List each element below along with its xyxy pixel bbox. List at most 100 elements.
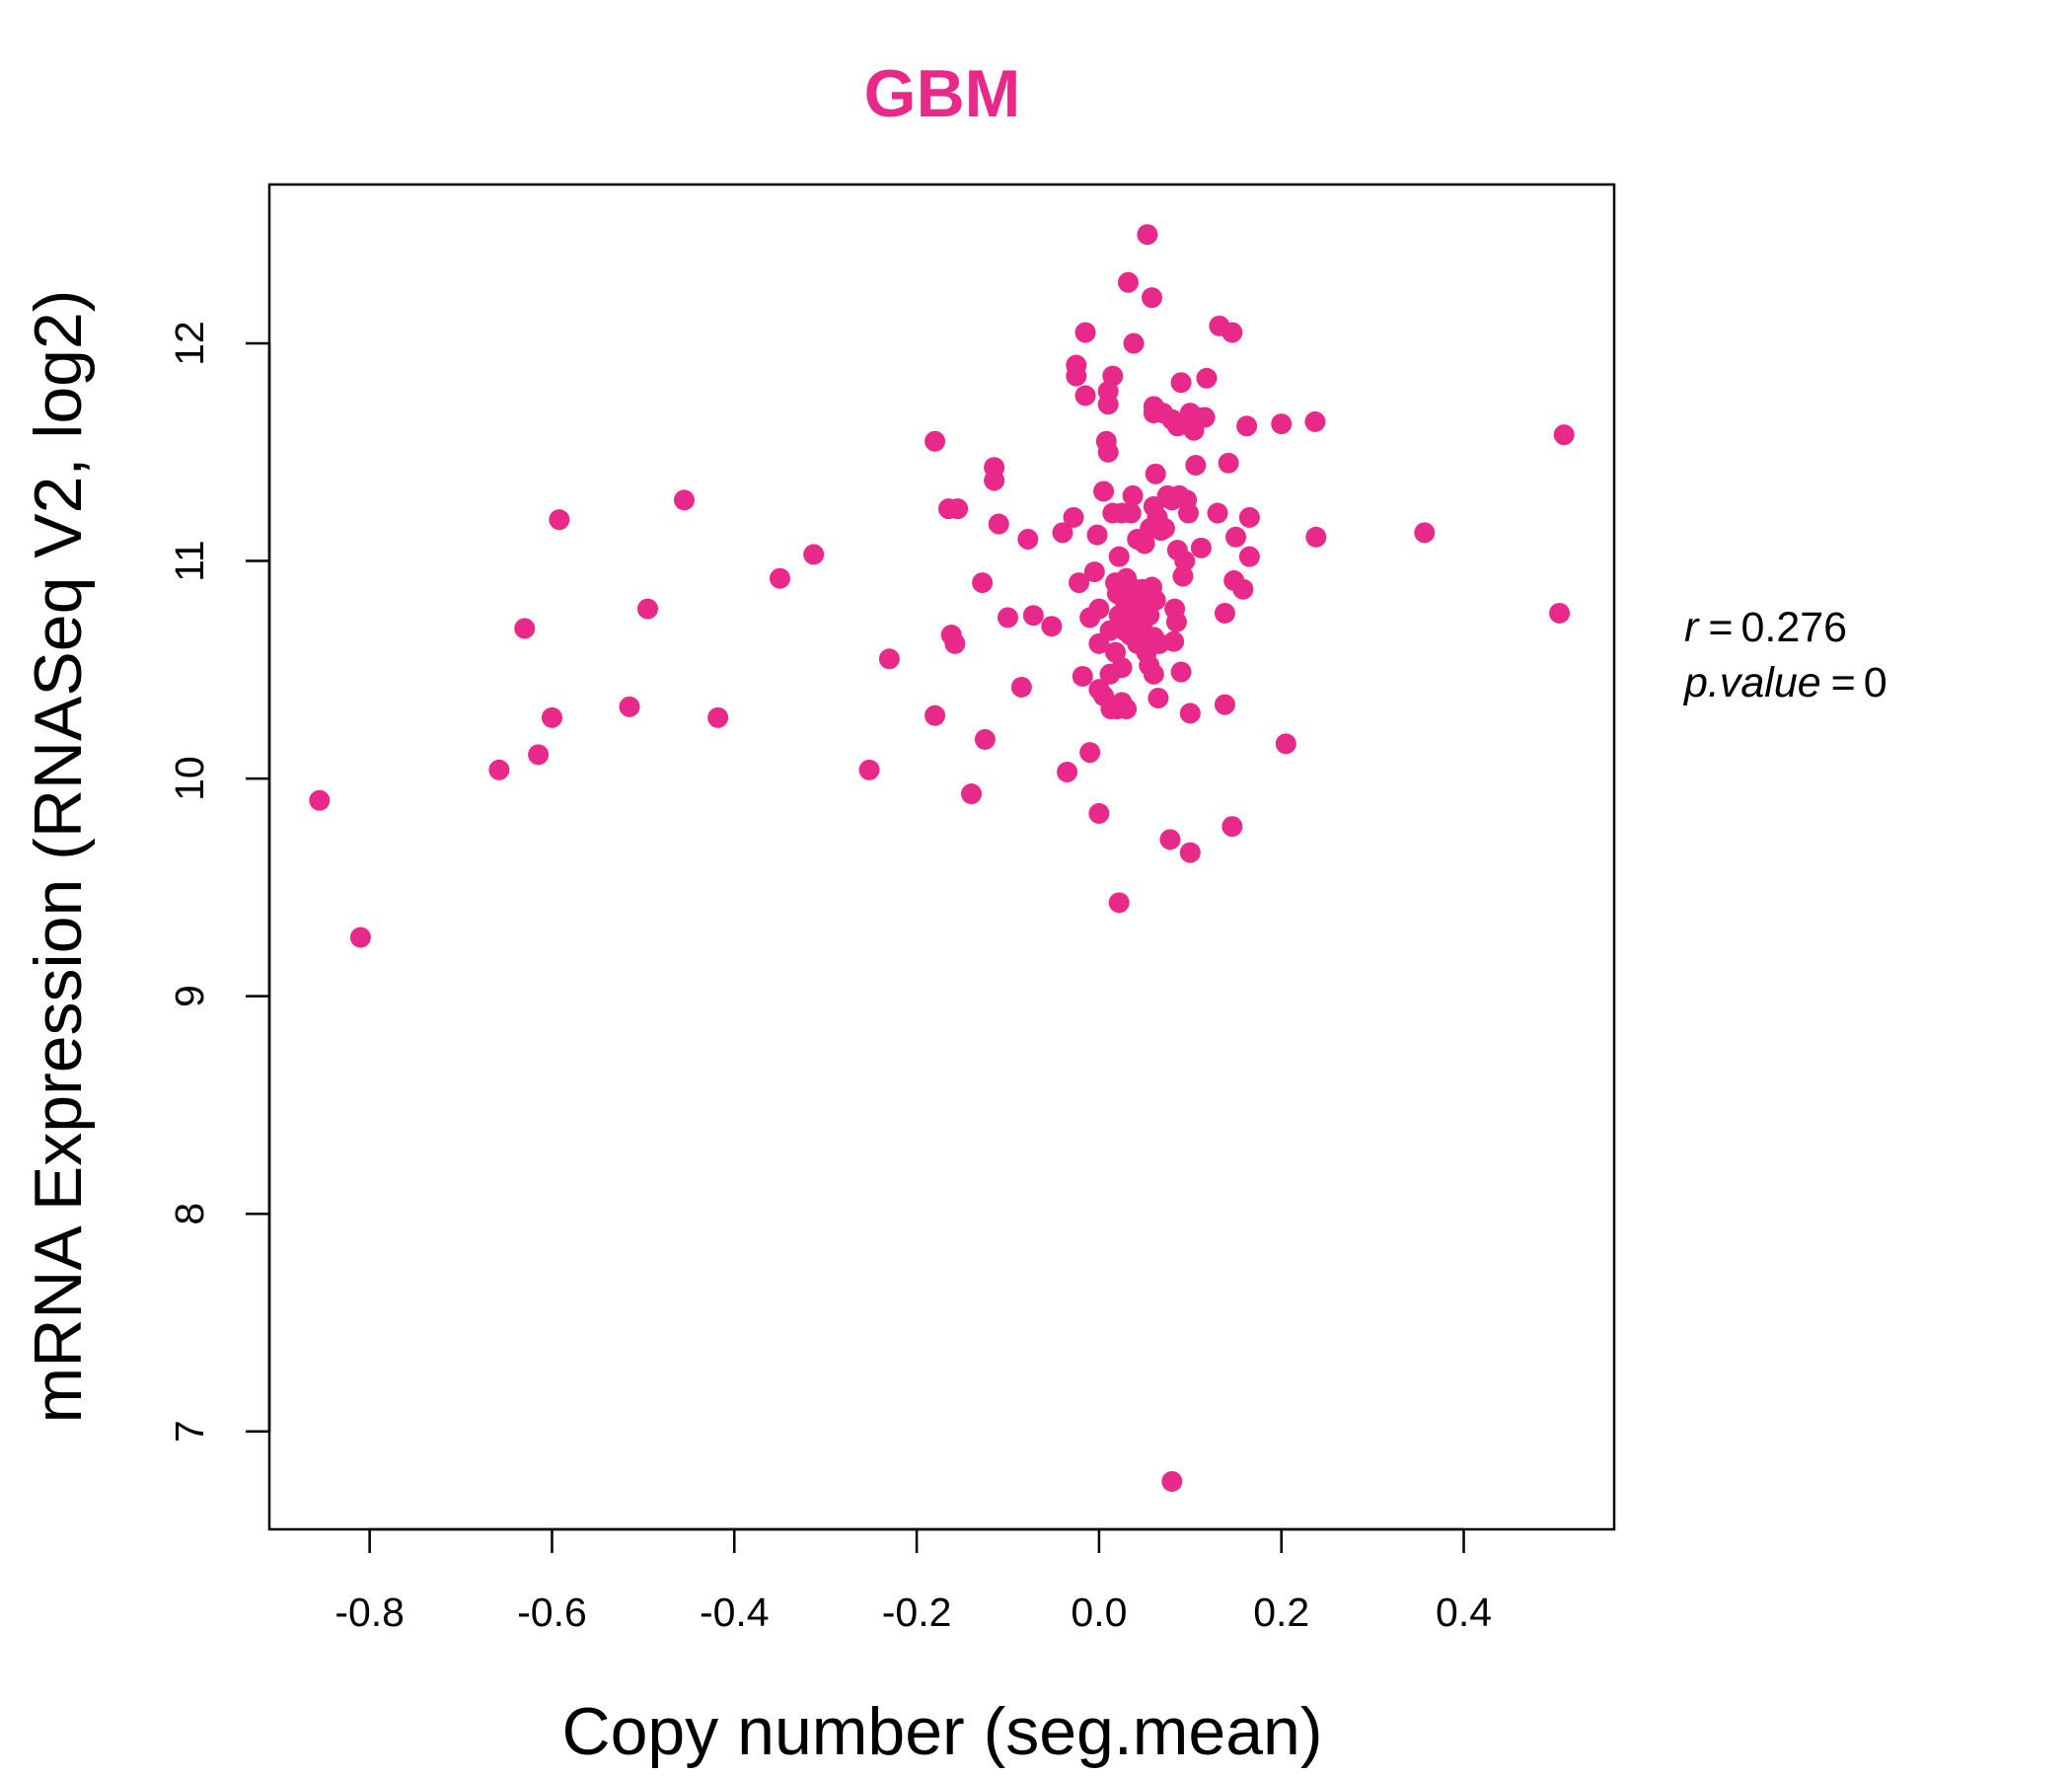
data-point <box>1010 676 1032 698</box>
y-tick-label: 8 <box>167 1203 212 1225</box>
x-tick-label: -0.6 <box>517 1590 587 1635</box>
data-point <box>1225 526 1247 548</box>
data-point <box>1069 572 1090 594</box>
data-point <box>1074 322 1096 343</box>
data-point <box>1099 620 1121 641</box>
data-point <box>1221 322 1243 343</box>
data-point <box>1041 616 1063 637</box>
data-point <box>1190 537 1212 558</box>
data-point <box>997 607 1018 629</box>
y-tick-label: 11 <box>167 540 212 582</box>
data-point <box>1161 1470 1183 1492</box>
p-value-stat: p.value = 0 <box>1682 659 1887 706</box>
data-point <box>1066 365 1087 387</box>
data-point <box>769 567 790 589</box>
data-point <box>1088 802 1110 824</box>
data-point <box>1553 424 1575 446</box>
data-point <box>1414 522 1436 544</box>
data-point <box>961 783 983 805</box>
data-point <box>1214 694 1235 715</box>
data-point <box>925 704 946 726</box>
data-point <box>1549 602 1571 624</box>
data-point <box>1022 605 1044 627</box>
data-point <box>1123 333 1145 354</box>
plot-frame <box>267 183 1616 1531</box>
data-point <box>1153 517 1175 539</box>
x-tick-label: 0.2 <box>1253 1590 1309 1635</box>
data-point <box>1165 611 1187 632</box>
data-point <box>1305 526 1327 548</box>
x-tick-label: 0.0 <box>1071 1590 1127 1635</box>
y-tick-label: 7 <box>167 1420 212 1443</box>
data-point <box>1163 630 1185 652</box>
data-point <box>1271 413 1293 435</box>
data-point <box>1052 522 1073 544</box>
data-point <box>803 544 825 565</box>
data-point <box>1172 565 1194 587</box>
data-point <box>1194 407 1216 428</box>
data-point <box>1232 578 1254 600</box>
data-point <box>1170 372 1192 394</box>
r-label: r <box>1684 604 1700 651</box>
data-point <box>1088 598 1110 620</box>
data-point <box>1072 665 1093 687</box>
data-point <box>1304 410 1326 432</box>
x-tick-label: -0.4 <box>700 1590 770 1635</box>
data-point <box>1097 394 1119 415</box>
y-tick-label: 12 <box>167 321 212 366</box>
data-point <box>488 759 510 780</box>
data-point <box>1177 502 1199 524</box>
data-point <box>1111 657 1133 679</box>
data-point <box>988 513 1009 535</box>
data-points <box>309 224 1575 1492</box>
data-point <box>1143 663 1164 685</box>
data-point <box>1221 816 1243 838</box>
data-point <box>1145 589 1166 611</box>
y-tick-label: 10 <box>167 756 212 801</box>
chart-title: GBM <box>864 56 1021 131</box>
data-point <box>1117 271 1139 293</box>
x-tick-label: -0.8 <box>334 1590 405 1635</box>
correlation-stat: r = 0.276 <box>1684 604 1847 651</box>
data-point <box>1083 561 1105 583</box>
y-axis-title: mRNA Expression (RNASeq V2, log2) <box>21 290 96 1424</box>
data-point <box>1120 502 1142 524</box>
data-point <box>1159 829 1181 851</box>
data-point <box>349 926 371 948</box>
data-point <box>984 470 1005 491</box>
data-point <box>1122 484 1144 506</box>
data-point <box>619 696 640 717</box>
data-point <box>1063 506 1084 528</box>
y-axis: 7 8 9 10 11 12 <box>167 321 271 1443</box>
data-point <box>1108 892 1130 914</box>
p-value: 0 <box>1864 659 1887 706</box>
data-point <box>1074 385 1096 407</box>
data-point <box>1086 524 1108 546</box>
x-axis: -0.8 -0.6 -0.4 -0.2 0.0 0.2 0.4 <box>334 1527 1492 1635</box>
x-tick-label: -0.2 <box>882 1590 952 1635</box>
x-tick-label: 0.4 <box>1436 1590 1492 1635</box>
data-point <box>1170 661 1192 683</box>
data-point <box>707 706 729 728</box>
data-point <box>1145 463 1166 484</box>
data-point <box>1275 733 1296 755</box>
data-point <box>309 789 331 811</box>
data-point <box>944 632 966 654</box>
data-point <box>878 648 900 670</box>
data-point <box>972 572 994 594</box>
data-point <box>1116 699 1138 720</box>
data-point <box>1102 365 1124 387</box>
data-point <box>1238 546 1260 567</box>
data-point <box>1179 842 1201 863</box>
data-point <box>1185 455 1207 477</box>
data-point <box>1147 687 1169 708</box>
data-point <box>974 728 996 750</box>
data-point <box>947 498 969 520</box>
data-point <box>1214 602 1235 624</box>
data-point <box>528 744 550 766</box>
data-point <box>925 430 946 452</box>
p-label: p.value <box>1682 659 1821 706</box>
data-point <box>858 759 880 780</box>
data-point <box>1097 441 1119 463</box>
